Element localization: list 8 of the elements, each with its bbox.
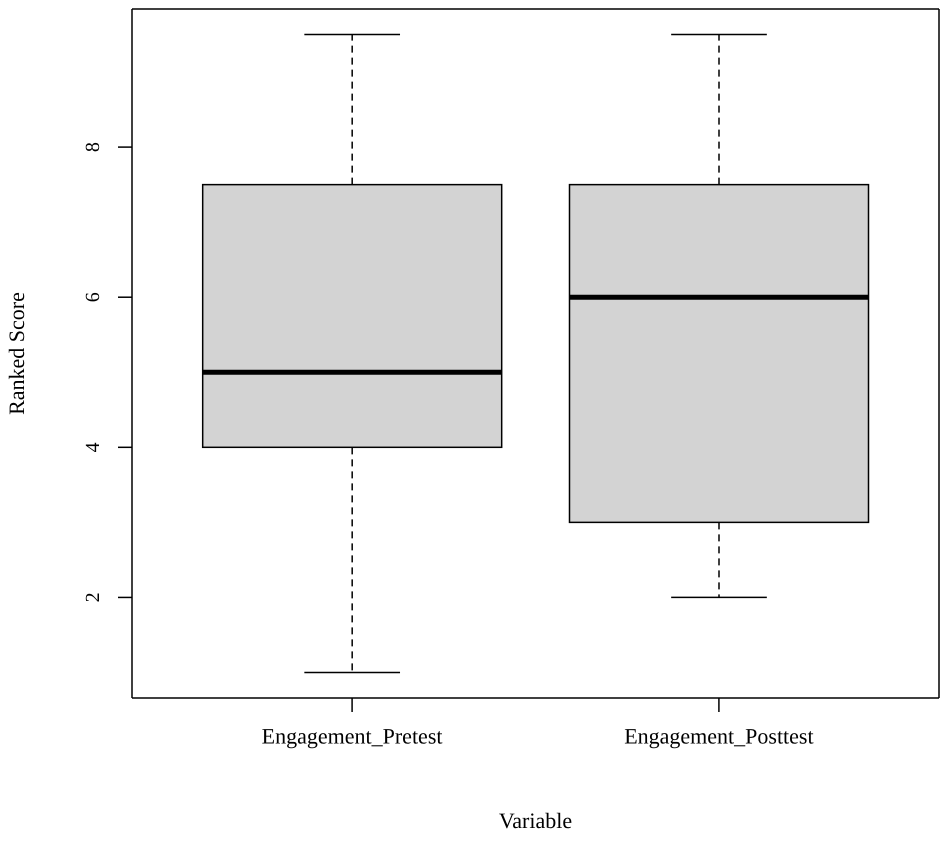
x-tick-label: Engagement_Pretest [262,724,443,749]
y-tick-label: 8 [82,142,104,152]
y-tick-label: 4 [82,442,104,452]
y-tick-label: 6 [82,292,104,302]
y-tick-label: 2 [82,592,104,602]
x-axis-title: Variable [498,808,572,833]
y-axis-title: Ranked Score [4,292,29,415]
x-tick-label: Engagement_Posttest [624,724,814,749]
